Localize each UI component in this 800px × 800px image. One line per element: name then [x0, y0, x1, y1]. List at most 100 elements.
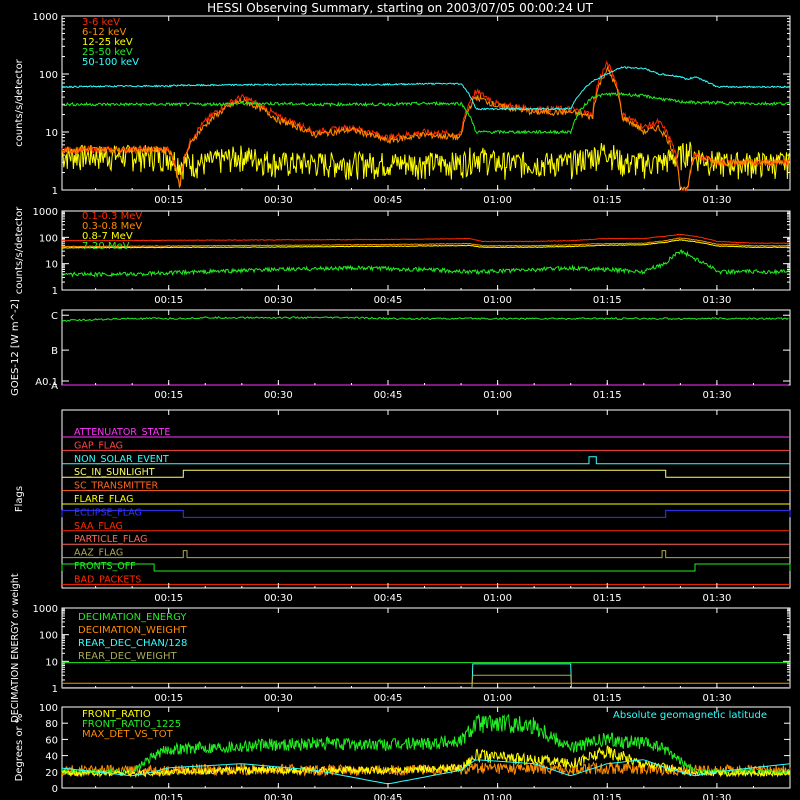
series-line	[61, 745, 791, 778]
time-tick-label: 00:45	[374, 390, 403, 401]
y-tick-label: 1	[52, 286, 58, 297]
time-tick-label: 00:45	[374, 295, 403, 306]
flag-label: SC_TRANSMITTER	[74, 481, 159, 492]
time-tick-label: 00:15	[154, 390, 183, 401]
legend-entry: 12-25 keV	[82, 37, 133, 48]
panel-flags-frame	[61, 409, 791, 589]
series-line	[61, 248, 790, 278]
time-tick-label: 01:15	[593, 295, 622, 306]
flag-label: PARTICLE_FLAG	[74, 534, 147, 545]
flag-label: ECLIPSE_FLAG	[74, 507, 142, 518]
time-tick-label: 01:00	[483, 295, 512, 306]
panel-counts-high-frame	[61, 15, 791, 191]
y-tick-label: 20	[45, 768, 58, 779]
y-tick-label: 1000	[33, 207, 58, 218]
series-line	[61, 141, 790, 180]
time-tick-label: 00:45	[374, 593, 403, 604]
time-tick-label: 00:15	[154, 295, 183, 306]
time-tick-label: 00:30	[264, 195, 293, 206]
panel-ratios-ylabel: Degrees or %	[14, 714, 25, 782]
time-tick-label: 01:30	[702, 390, 731, 401]
y-tick-label: 60	[45, 735, 58, 746]
y-tick-label: 10	[45, 657, 58, 668]
time-tick-label: 00:30	[264, 693, 293, 704]
time-tick-label: 01:15	[593, 195, 622, 206]
flag-line	[61, 509, 791, 518]
series-line	[61, 60, 790, 191]
time-tick-label: 01:15	[593, 593, 622, 604]
series-line	[61, 233, 790, 244]
time-tick-label: 01:30	[702, 295, 731, 306]
legend-entry: 0.1-0.3 MeV	[82, 211, 142, 222]
time-tick-label: 01:00	[483, 693, 512, 704]
y-tick-label: 100	[39, 703, 58, 714]
flag-label: GAP_FLAG	[74, 440, 123, 451]
y-tick-label: B	[51, 346, 58, 357]
y-tick-label: A0.1	[35, 377, 58, 388]
time-tick-label: 00:30	[264, 593, 293, 604]
y-tick-label: 10	[45, 128, 58, 139]
y-tick-label: 1000	[33, 12, 58, 23]
series-line	[62, 239, 790, 249]
legend-entry: 25-50 keV	[82, 47, 133, 58]
y-tick-label: 40	[45, 752, 58, 763]
legend-entry: DECIMATION_ENERGY	[78, 612, 187, 623]
time-tick-label: 00:15	[154, 195, 183, 206]
panel-decimation-ylabel: DECIMATION ENERGY or weight	[10, 573, 21, 722]
panel-flags-ylabel: Flags	[14, 486, 25, 512]
flag-line	[62, 456, 790, 465]
y-tick-label: 100	[39, 631, 58, 642]
time-tick-label: 01:15	[593, 390, 622, 401]
panel-counts-low-ylabel: counts/s/detector	[14, 206, 25, 294]
time-tick-label: 01:15	[593, 693, 622, 704]
flag-label: FRONTS_OFF	[74, 561, 136, 572]
panel-counts-low-frame	[61, 210, 791, 291]
legend-entry: 50-100 keV	[82, 57, 139, 68]
legend-entry: 7-20 MeV	[82, 241, 130, 252]
flag-label: NON_SOLAR_EVENT	[74, 454, 169, 465]
legend-entry: FRONT_RATIO_1225	[82, 719, 181, 730]
panel-ratios-frame	[61, 706, 791, 789]
time-tick-label: 00:45	[374, 693, 403, 704]
series-line	[61, 66, 790, 111]
flag-label: BAD_PACKETS	[74, 574, 141, 585]
legend-entry: REAR_DEC_WEIGHT	[78, 651, 177, 662]
y-tick-label: 100	[39, 233, 58, 244]
time-tick-label: 00:45	[374, 793, 403, 800]
y-tick-label: A	[51, 381, 58, 392]
time-tick-label: 01:30	[702, 593, 731, 604]
series-line	[61, 237, 790, 248]
time-tick-label: 01:30	[702, 793, 731, 800]
time-tick-label: 00:15	[154, 593, 183, 604]
time-tick-label: 01:00	[483, 593, 512, 604]
time-tick-label: 01:00	[483, 390, 512, 401]
y-tick-label: 0	[52, 784, 58, 795]
flag-line	[62, 469, 790, 478]
legend-entry: REAR_DEC_CHAN/128	[78, 638, 187, 649]
series-line	[61, 713, 791, 776]
series-line	[61, 759, 790, 785]
series-line	[61, 65, 790, 192]
time-tick-label: 01:30	[702, 693, 731, 704]
time-tick-label: 00:30	[264, 390, 293, 401]
time-tick-label: 00:45	[374, 195, 403, 206]
time-tick-label: 00:30	[264, 295, 293, 306]
time-tick-label: 01:00	[483, 793, 512, 800]
flag-line	[61, 563, 791, 572]
flag-line	[62, 550, 790, 559]
panel-counts-high-ylabel: counts/s/detector	[14, 58, 25, 146]
y-tick-label: 80	[45, 719, 58, 730]
y-tick-label: 1000	[33, 604, 58, 615]
time-tick-label: 01:30	[702, 195, 731, 206]
legend-entry: 0.3-0.8 MeV	[82, 221, 142, 232]
flag-label: SC_IN_SUNLIGHT	[74, 467, 155, 478]
series-line	[62, 674, 790, 688]
legend-entry: 0.8-7 MeV	[82, 231, 133, 242]
legend-entry: 3-6 keV	[82, 17, 120, 28]
figure-title: HESSI Observing Summary, starting on 200…	[207, 1, 593, 15]
y-tick-label: 1	[52, 684, 58, 695]
flag-label: AAZ_FLAG	[74, 548, 123, 559]
annotation-geomagnetic-latitude: Absolute geomagnetic latitude	[613, 710, 767, 721]
